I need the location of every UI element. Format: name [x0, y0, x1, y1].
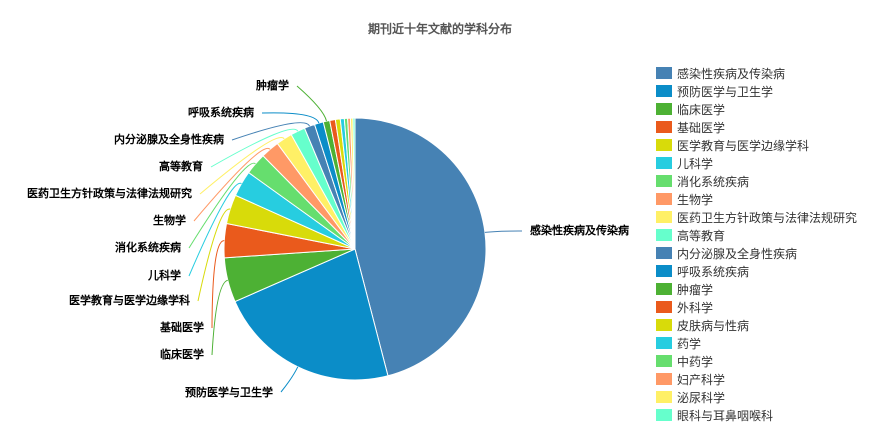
legend-swatch	[656, 391, 672, 403]
callout-line	[261, 112, 320, 124]
legend-item[interactable]: 预防医学与卫生学	[656, 84, 773, 99]
callout-line	[231, 122, 310, 141]
legend-label: 医学教育与医学边缘学科	[677, 138, 809, 153]
legend-item[interactable]: 感染性疾病及传染病	[656, 66, 785, 81]
callout-label: 医药卫生方针政策与法律法规研究	[27, 186, 192, 200]
legend-item[interactable]: 医学教育与医学边缘学科	[656, 138, 809, 153]
callout-label: 肿瘤学	[256, 78, 289, 92]
legend-item[interactable]: 呼吸系统疾病	[656, 264, 749, 279]
callout-label: 消化系统疾病	[115, 240, 181, 254]
legend-label: 内分泌腺及全身性疾病	[677, 246, 797, 261]
legend-swatch	[656, 193, 672, 205]
callout-line	[211, 279, 229, 356]
legend-item[interactable]: 妇产科学	[656, 372, 725, 387]
legend-swatch	[656, 355, 672, 367]
callout-line	[296, 85, 327, 122]
legend-swatch	[656, 67, 672, 79]
callout-label: 儿科学	[147, 268, 181, 282]
legend-item[interactable]: 医药卫生方针政策与法律法规研究	[656, 210, 857, 225]
legend-item[interactable]: 儿科学	[656, 156, 713, 171]
legend-label: 泌尿科学	[677, 390, 725, 405]
legend-item[interactable]: 肿瘤学	[656, 282, 713, 297]
callout-label: 基础医学	[159, 320, 204, 334]
legend-item[interactable]: 中药学	[656, 354, 713, 369]
legend-label: 中药学	[677, 354, 713, 369]
legend: 感染性疾病及传染病预防医学与卫生学临床医学基础医学医学教育与医学边缘学科儿科学消…	[656, 66, 857, 423]
callout-line	[199, 137, 285, 195]
legend-swatch	[656, 373, 672, 385]
legend-swatch	[656, 139, 672, 151]
legend-item[interactable]: 药学	[656, 336, 701, 351]
callout-label: 感染性疾病及传染病	[530, 223, 629, 237]
legend-swatch	[656, 121, 672, 133]
legend-label: 妇产科学	[677, 372, 725, 387]
legend-swatch	[656, 229, 672, 241]
legend-swatch	[656, 409, 672, 421]
legend-item[interactable]: 内分泌腺及全身性疾病	[656, 246, 797, 261]
callout-label: 临床医学	[160, 347, 204, 361]
legend-item[interactable]: 消化系统疾病	[656, 174, 749, 189]
legend-label: 高等教育	[677, 228, 725, 243]
legend-swatch	[656, 337, 672, 349]
legend-label: 儿科学	[677, 156, 713, 171]
legend-label: 感染性疾病及传染病	[677, 66, 785, 81]
legend-label: 呼吸系统疾病	[677, 264, 749, 279]
callout-label: 生物学	[153, 213, 186, 227]
legend-label: 皮肤病与性病	[677, 318, 749, 333]
legend-label: 生物学	[677, 192, 713, 207]
legend-item[interactable]: 皮肤病与性病	[656, 318, 749, 333]
legend-label: 预防医学与卫生学	[677, 84, 773, 99]
legend-swatch	[656, 319, 672, 331]
callout-label: 内分泌腺及全身性疾病	[114, 132, 224, 146]
legend-swatch	[656, 247, 672, 259]
callout-label: 医学教育与医学边缘学科	[69, 293, 190, 307]
legend-label: 外科学	[677, 300, 713, 315]
pie-slice[interactable]	[352, 117, 356, 250]
callout-label: 高等教育	[159, 159, 203, 173]
callout-label: 预防医学与卫生学	[185, 385, 273, 399]
legend-label: 基础医学	[677, 120, 725, 135]
slices-layer	[223, 117, 487, 381]
chart-title: 期刊近十年文献的学科分布	[368, 21, 512, 36]
legend-swatch	[656, 103, 672, 115]
callout-line	[280, 366, 299, 393]
legend-item[interactable]: 外科学	[656, 300, 713, 315]
legend-swatch	[656, 175, 672, 187]
legend-label: 药学	[677, 336, 701, 351]
legend-item[interactable]: 生物学	[656, 192, 713, 207]
legend-swatch	[656, 265, 672, 277]
callout-label: 呼吸系统疾病	[188, 105, 254, 119]
legend-item[interactable]: 基础医学	[656, 120, 725, 135]
legend-item[interactable]: 临床医学	[656, 102, 725, 117]
callout-line	[484, 230, 523, 233]
callout-line	[188, 162, 256, 249]
legend-swatch	[656, 283, 672, 295]
legend-item[interactable]: 泌尿科学	[656, 390, 725, 405]
legend-swatch	[656, 211, 672, 223]
callout-line	[188, 182, 242, 277]
callout-line	[193, 147, 271, 222]
legend-swatch	[656, 301, 672, 313]
legend-label: 临床医学	[677, 102, 725, 117]
legend-item[interactable]: 眼科与耳鼻咽喉科	[656, 408, 773, 423]
legend-label: 眼科与耳鼻咽喉科	[677, 408, 773, 423]
callout-line	[210, 128, 299, 168]
callout-line	[197, 208, 231, 302]
legend-label: 消化系统疾病	[677, 174, 749, 189]
legend-swatch	[656, 85, 672, 97]
legend-item[interactable]: 高等教育	[656, 228, 725, 243]
legend-label: 肿瘤学	[677, 282, 713, 297]
callout-line	[211, 240, 225, 329]
legend-label: 医药卫生方针政策与法律法规研究	[677, 210, 857, 225]
legend-swatch	[656, 157, 672, 169]
